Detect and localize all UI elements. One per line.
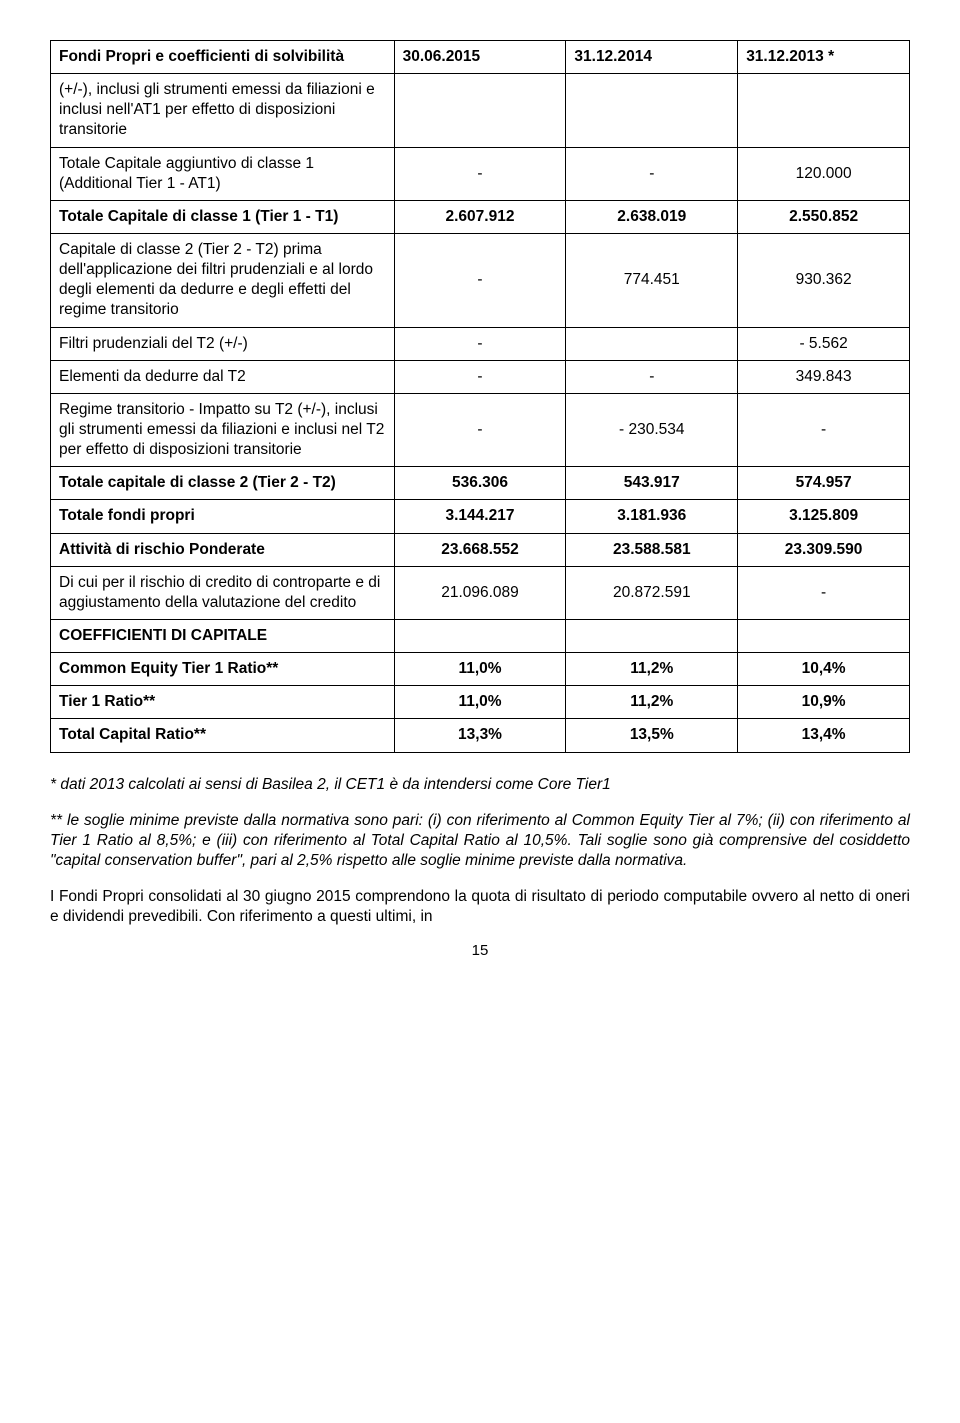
header-col1: 30.06.2015 xyxy=(394,41,566,74)
row-value: - xyxy=(394,147,566,200)
row-label: (+/-), inclusi gli strumenti emessi da f… xyxy=(51,74,395,147)
table-row: Total Capital Ratio**13,3%13,5%13,4% xyxy=(51,719,910,752)
footnote-1: * dati 2013 calcolati ai sensi di Basile… xyxy=(50,775,910,795)
header-col3: 31.12.2013 * xyxy=(738,41,910,74)
row-value: - xyxy=(738,566,910,619)
row-label: Totale Capitale di classe 1 (Tier 1 - T1… xyxy=(51,200,395,233)
footnotes: * dati 2013 calcolati ai sensi di Basile… xyxy=(50,775,910,928)
row-label: Attività di rischio Ponderate xyxy=(51,533,395,566)
table-row: Regime transitorio - Impatto su T2 (+/-)… xyxy=(51,393,910,466)
row-value: 2.607.912 xyxy=(394,200,566,233)
row-value: 23.668.552 xyxy=(394,533,566,566)
row-value xyxy=(394,619,566,652)
row-label: Regime transitorio - Impatto su T2 (+/-)… xyxy=(51,393,395,466)
table-row: Filtri prudenziali del T2 (+/-)- - 5.562 xyxy=(51,327,910,360)
row-value: 120.000 xyxy=(738,147,910,200)
row-label: Total Capital Ratio** xyxy=(51,719,395,752)
row-value: 3.144.217 xyxy=(394,500,566,533)
header-col2: 31.12.2014 xyxy=(566,41,738,74)
row-value xyxy=(738,74,910,147)
body-paragraph: I Fondi Propri consolidati al 30 giugno … xyxy=(50,887,910,927)
row-value: - xyxy=(394,233,566,327)
table-body: (+/-), inclusi gli strumenti emessi da f… xyxy=(51,74,910,752)
row-value: 20.872.591 xyxy=(566,566,738,619)
table-row: COEFFICIENTI DI CAPITALE xyxy=(51,619,910,652)
row-value: 3.181.936 xyxy=(566,500,738,533)
row-value: 574.957 xyxy=(738,467,910,500)
table-row: Elementi da dedurre dal T2--349.843 xyxy=(51,360,910,393)
row-label: COEFFICIENTI DI CAPITALE xyxy=(51,619,395,652)
row-value: 11,2% xyxy=(566,653,738,686)
row-label: Elementi da dedurre dal T2 xyxy=(51,360,395,393)
row-value: 930.362 xyxy=(738,233,910,327)
row-value: - xyxy=(394,360,566,393)
row-value: - xyxy=(566,360,738,393)
table-row: Totale Capitale aggiuntivo di classe 1 (… xyxy=(51,147,910,200)
table-row: Attività di rischio Ponderate23.668.5522… xyxy=(51,533,910,566)
row-value: 11,2% xyxy=(566,686,738,719)
row-value: - 5.562 xyxy=(738,327,910,360)
row-label: Totale Capitale aggiuntivo di classe 1 (… xyxy=(51,147,395,200)
row-value xyxy=(566,74,738,147)
row-value: 13,3% xyxy=(394,719,566,752)
table-row: Capitale di classe 2 (Tier 2 - T2) prima… xyxy=(51,233,910,327)
row-value: 3.125.809 xyxy=(738,500,910,533)
row-label: Tier 1 Ratio** xyxy=(51,686,395,719)
header-label: Fondi Propri e coefficienti di solvibili… xyxy=(51,41,395,74)
row-label: Totale fondi propri xyxy=(51,500,395,533)
row-value: 536.306 xyxy=(394,467,566,500)
row-label: Di cui per il rischio di credito di cont… xyxy=(51,566,395,619)
row-label: Filtri prudenziali del T2 (+/-) xyxy=(51,327,395,360)
row-label: Totale capitale di classe 2 (Tier 2 - T2… xyxy=(51,467,395,500)
row-value: - 230.534 xyxy=(566,393,738,466)
row-value: - xyxy=(566,147,738,200)
row-value: 543.917 xyxy=(566,467,738,500)
row-value: 10,9% xyxy=(738,686,910,719)
row-value: - xyxy=(394,393,566,466)
row-value: 2.550.852 xyxy=(738,200,910,233)
row-value: 2.638.019 xyxy=(566,200,738,233)
row-label: Common Equity Tier 1 Ratio** xyxy=(51,653,395,686)
table-header-row: Fondi Propri e coefficienti di solvibili… xyxy=(51,41,910,74)
table-row: Totale Capitale di classe 1 (Tier 1 - T1… xyxy=(51,200,910,233)
fondi-propri-table: Fondi Propri e coefficienti di solvibili… xyxy=(50,40,910,753)
table-row: Common Equity Tier 1 Ratio**11,0%11,2%10… xyxy=(51,653,910,686)
row-value xyxy=(394,74,566,147)
row-value: 21.096.089 xyxy=(394,566,566,619)
row-value xyxy=(566,619,738,652)
table-row: Totale capitale di classe 2 (Tier 2 - T2… xyxy=(51,467,910,500)
table-row: Tier 1 Ratio**11,0%11,2%10,9% xyxy=(51,686,910,719)
row-value xyxy=(566,327,738,360)
row-value xyxy=(738,619,910,652)
row-value: 23.309.590 xyxy=(738,533,910,566)
row-value: 23.588.581 xyxy=(566,533,738,566)
row-value: 11,0% xyxy=(394,653,566,686)
row-label: Capitale di classe 2 (Tier 2 - T2) prima… xyxy=(51,233,395,327)
row-value: 11,0% xyxy=(394,686,566,719)
row-value: 13,4% xyxy=(738,719,910,752)
row-value: 13,5% xyxy=(566,719,738,752)
page-number: 15 xyxy=(50,941,910,961)
table-row: Totale fondi propri3.144.2173.181.9363.1… xyxy=(51,500,910,533)
footnote-2: ** le soglie minime previste dalla norma… xyxy=(50,811,910,871)
row-value: 774.451 xyxy=(566,233,738,327)
table-row: Di cui per il rischio di credito di cont… xyxy=(51,566,910,619)
row-value: 10,4% xyxy=(738,653,910,686)
row-value: 349.843 xyxy=(738,360,910,393)
row-value: - xyxy=(738,393,910,466)
row-value: - xyxy=(394,327,566,360)
table-row: (+/-), inclusi gli strumenti emessi da f… xyxy=(51,74,910,147)
